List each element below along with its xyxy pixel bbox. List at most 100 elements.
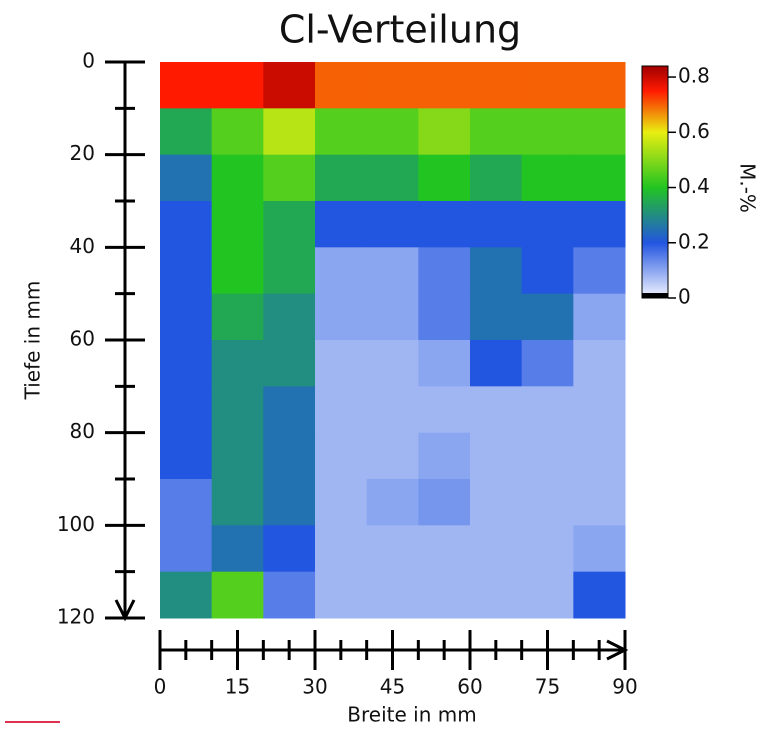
heat-cell bbox=[212, 525, 264, 572]
heat-cell bbox=[263, 386, 315, 433]
heat-cell bbox=[573, 294, 625, 341]
heat-cell bbox=[522, 62, 574, 109]
heat-cell bbox=[367, 525, 419, 572]
colorbar-label: M.-% bbox=[736, 163, 760, 213]
colorbar-tick-label: 0.4 bbox=[678, 174, 710, 198]
heat-cell bbox=[315, 572, 367, 619]
heat-cell bbox=[573, 572, 625, 619]
heat-cell bbox=[418, 572, 470, 619]
heat-cell bbox=[212, 433, 264, 480]
heat-cell bbox=[160, 155, 212, 202]
heat-cell bbox=[160, 108, 212, 155]
heat-cell bbox=[367, 62, 419, 109]
heat-cell bbox=[470, 340, 522, 387]
heat-cell bbox=[367, 201, 419, 248]
heat-cell bbox=[212, 201, 264, 248]
heat-cell bbox=[212, 479, 264, 526]
heat-cell bbox=[418, 433, 470, 480]
heat-cell bbox=[522, 433, 574, 480]
y-tick-label: 40 bbox=[70, 234, 95, 258]
heat-cell bbox=[315, 479, 367, 526]
colorbar bbox=[642, 66, 668, 298]
heat-cell bbox=[212, 155, 264, 202]
heat-cell bbox=[522, 572, 574, 619]
heat-cell bbox=[315, 201, 367, 248]
heat-cell bbox=[212, 62, 264, 109]
x-tick-label: 90 bbox=[612, 675, 637, 699]
heat-cell bbox=[263, 108, 315, 155]
heat-cell bbox=[367, 247, 419, 294]
heat-cell bbox=[470, 247, 522, 294]
heat-cell bbox=[160, 294, 212, 341]
heat-cell bbox=[418, 525, 470, 572]
heat-cell bbox=[263, 201, 315, 248]
heat-cell bbox=[470, 294, 522, 341]
heat-cell bbox=[160, 386, 212, 433]
heat-cell bbox=[470, 62, 522, 109]
heat-cell bbox=[573, 479, 625, 526]
y-tick-label: 80 bbox=[70, 419, 95, 443]
heat-cell bbox=[470, 108, 522, 155]
heat-cell bbox=[212, 340, 264, 387]
heat-cell bbox=[573, 247, 625, 294]
heat-cell bbox=[160, 525, 212, 572]
heat-cell bbox=[315, 340, 367, 387]
heat-cell bbox=[367, 108, 419, 155]
heat-cell bbox=[573, 155, 625, 202]
heat-cell bbox=[573, 340, 625, 387]
heat-cell bbox=[522, 386, 574, 433]
heat-cell bbox=[263, 62, 315, 109]
heat-cell bbox=[418, 201, 470, 248]
heat-cell bbox=[418, 247, 470, 294]
heat-cell bbox=[263, 294, 315, 341]
heat-cell bbox=[418, 108, 470, 155]
heat-cell bbox=[160, 572, 212, 619]
heat-cell bbox=[522, 340, 574, 387]
heat-cell bbox=[212, 247, 264, 294]
heat-cell bbox=[212, 108, 264, 155]
heat-cell bbox=[315, 108, 367, 155]
heat-cell bbox=[263, 433, 315, 480]
colorbar-tick-label: 0.2 bbox=[678, 229, 710, 253]
heat-cell bbox=[315, 386, 367, 433]
y-tick-label: 0 bbox=[82, 49, 95, 73]
y-tick-label: 20 bbox=[70, 141, 95, 165]
heat-cell bbox=[418, 294, 470, 341]
heat-cell bbox=[522, 294, 574, 341]
y-tick-label: 120 bbox=[57, 605, 95, 629]
heat-cell bbox=[418, 340, 470, 387]
y-tick-label: 60 bbox=[70, 327, 95, 351]
y-axis-label: Tiefe in mm bbox=[21, 281, 45, 401]
heat-cell bbox=[367, 572, 419, 619]
heat-cell bbox=[573, 433, 625, 480]
heat-cell bbox=[470, 386, 522, 433]
heat-cell bbox=[212, 294, 264, 341]
heat-cell bbox=[367, 433, 419, 480]
heat-cell bbox=[367, 340, 419, 387]
heat-cell bbox=[263, 572, 315, 619]
heat-cell bbox=[315, 62, 367, 109]
heat-cell bbox=[263, 340, 315, 387]
heat-cell bbox=[470, 433, 522, 480]
heat-cell bbox=[315, 155, 367, 202]
heat-cell bbox=[263, 247, 315, 294]
heat-cell bbox=[418, 155, 470, 202]
heat-cell bbox=[315, 247, 367, 294]
heat-cell bbox=[522, 479, 574, 526]
x-tick-label: 75 bbox=[535, 675, 560, 699]
x-tick-label: 60 bbox=[457, 675, 482, 699]
heat-cell bbox=[315, 294, 367, 341]
x-tick-label: 15 bbox=[225, 675, 250, 699]
heat-cell bbox=[160, 433, 212, 480]
heat-cell bbox=[212, 572, 264, 619]
heat-cell bbox=[573, 201, 625, 248]
heat-cell bbox=[470, 572, 522, 619]
heat-cell bbox=[573, 525, 625, 572]
heat-cell bbox=[367, 386, 419, 433]
colorbar-floor bbox=[642, 293, 668, 298]
heat-cell bbox=[263, 479, 315, 526]
chart-title: Cl-Verteilung bbox=[279, 8, 521, 52]
heat-cell bbox=[573, 108, 625, 155]
heat-cell bbox=[418, 62, 470, 109]
